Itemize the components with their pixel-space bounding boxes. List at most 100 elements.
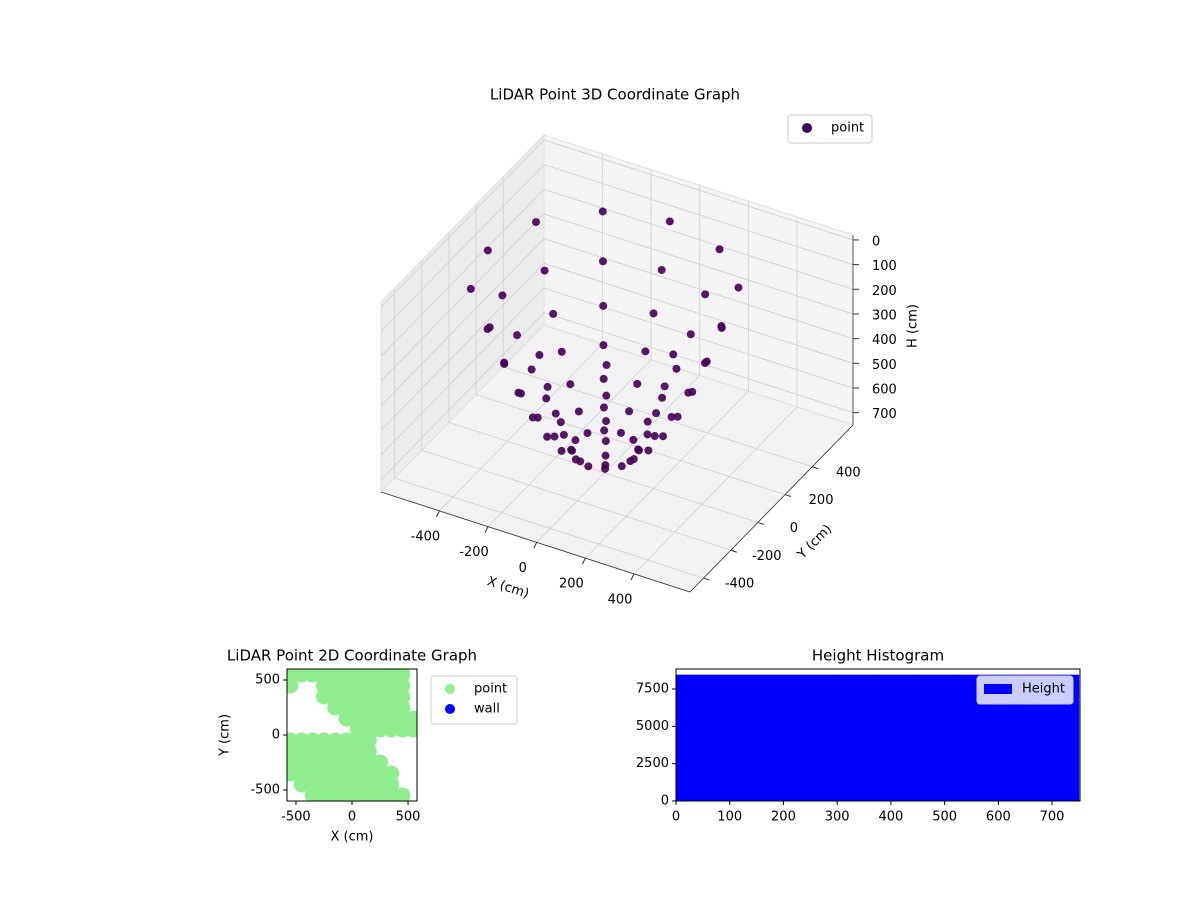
y-tick-label: 400 — [836, 465, 861, 480]
point — [658, 393, 667, 402]
point — [550, 432, 559, 441]
x-tick — [581, 557, 586, 565]
grid-line — [543, 312, 854, 414]
grid-line — [487, 359, 652, 527]
point — [566, 380, 575, 389]
point — [338, 776, 355, 793]
point — [543, 432, 552, 441]
point — [528, 413, 537, 422]
grid-line — [394, 477, 704, 579]
grid-line — [543, 213, 854, 315]
point — [649, 309, 658, 318]
point — [327, 754, 344, 771]
point — [540, 266, 549, 275]
point — [672, 364, 681, 373]
legend-label: point — [474, 682, 507, 697]
grid-line — [585, 390, 749, 559]
x-tick-label: 400 — [878, 810, 903, 825]
point — [327, 688, 344, 705]
point — [383, 688, 400, 705]
z-tick-label: 100 — [872, 259, 897, 274]
point — [571, 436, 580, 445]
point — [327, 765, 344, 782]
grid-line — [536, 375, 701, 543]
point — [734, 283, 743, 292]
bar — [676, 674, 717, 801]
y-tick — [757, 521, 765, 525]
point — [349, 710, 366, 727]
point — [360, 743, 377, 760]
x-tick-label: -400 — [411, 529, 441, 544]
point — [287, 677, 299, 694]
point — [315, 732, 332, 749]
y-tick-label: 5000 — [636, 719, 669, 734]
plot-area — [287, 669, 417, 801]
point — [601, 464, 610, 473]
point — [650, 432, 659, 441]
x-tick-label: 300 — [825, 810, 850, 825]
x-tick-label: 0 — [672, 810, 680, 825]
grid-line — [543, 139, 854, 241]
point — [584, 462, 593, 471]
point — [576, 457, 585, 466]
y-tick — [784, 494, 792, 498]
point — [338, 699, 355, 716]
y-tick-label: 200 — [809, 493, 834, 508]
point — [383, 677, 400, 694]
point — [372, 710, 389, 727]
point — [394, 721, 411, 738]
point — [327, 677, 344, 694]
point — [466, 284, 475, 293]
point — [532, 218, 541, 227]
grid-line — [380, 263, 545, 431]
point — [556, 418, 565, 427]
point — [360, 699, 377, 716]
bar — [836, 674, 878, 801]
x-tick-label: 0 — [348, 810, 356, 825]
y-tick-label: -500 — [250, 783, 280, 798]
point — [673, 412, 682, 421]
point — [601, 451, 610, 460]
point — [360, 721, 377, 738]
point — [293, 743, 310, 760]
legend-label: Height — [1022, 682, 1065, 697]
grid-line — [543, 188, 854, 290]
point — [644, 446, 653, 455]
point — [665, 217, 674, 226]
point — [349, 743, 366, 760]
bar — [877, 674, 919, 801]
point — [557, 446, 566, 455]
y-tick-label: 0 — [661, 794, 669, 809]
x-tick-label: 400 — [608, 592, 633, 607]
point — [383, 699, 400, 716]
point — [349, 688, 366, 705]
point — [383, 776, 400, 793]
axes-frame — [675, 668, 1081, 802]
point — [327, 776, 344, 793]
point — [315, 688, 332, 705]
legend-box — [976, 675, 1074, 705]
bar — [715, 674, 757, 801]
x-tick — [435, 510, 440, 518]
point — [602, 417, 611, 426]
point — [315, 677, 332, 694]
point — [349, 721, 366, 738]
point — [304, 776, 321, 793]
x-axis-line — [380, 491, 691, 593]
point — [304, 732, 321, 749]
point — [394, 699, 411, 716]
point — [349, 699, 366, 716]
chart-title: Height Histogram — [812, 647, 944, 665]
point — [600, 426, 609, 435]
point — [327, 732, 344, 749]
point — [500, 358, 509, 367]
grid-line — [543, 238, 854, 340]
point — [383, 710, 400, 727]
point — [394, 710, 411, 727]
z-tick-label: 200 — [872, 284, 897, 299]
z-tick-label: 700 — [872, 407, 897, 422]
z-axis-label: H (cm) — [906, 304, 921, 348]
grid-line — [421, 449, 731, 551]
point — [372, 721, 389, 738]
point — [405, 721, 417, 738]
